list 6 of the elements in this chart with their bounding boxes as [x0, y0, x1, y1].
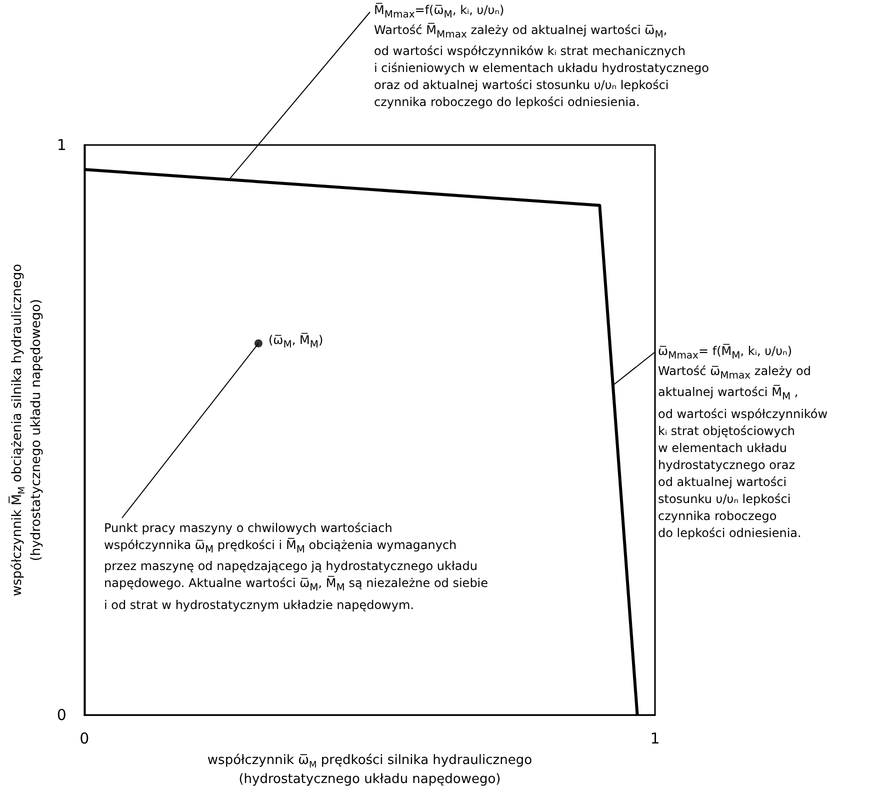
text: Wartość ω̅$_{Mmax}$ zależy od aktualnej wartości M̅$_{M}$ , od wartości współczynników kᵢ strat objętościowych w elementach układu hydrostatycznego oraz od aktualnej wartości stosunku υ/υₙ lepkości czynnika roboczego do lepkości odniesienia. [658, 364, 828, 540]
text: Punkt pracy maszyny o chwilowych wartościach współczynnika ω̅$_{M}$ prędkości i M̅$_{M}$ obciążenia wymaganych przez maszynę od napędzającego ją hydrostatycznego układu napędowego. Aktualne wartości ω̅$_{M}$, M̅$_{M}$ są niezależne od siebie i od strat w hydrostatycznym układzie napędowym. [104, 521, 488, 612]
annotation: ω̅$_{Mmax}$= f(M̅$_{M}$, kᵢ, υ/υₙ) [658, 343, 792, 364]
annotation: M̅$_{Mmax}$=f(ω̅$_{M}$, kᵢ, υ/υₙ) [374, 2, 504, 22]
annotation: (ω̅$_{M}$, M̅$_{M}$) [268, 332, 324, 353]
text: Wartość M̅$_{Mmax}$ zależy od aktualnej wartości ω̅$_{M}$, od wartości współczynników kᵢ strat mechanicznych i ciśnieniowych w elementach układu hydrostatycznego oraz od aktualnej wartości stosunku υ/υₙ lepkości czynnika roboczego do lepkości odniesienia. [374, 23, 710, 110]
